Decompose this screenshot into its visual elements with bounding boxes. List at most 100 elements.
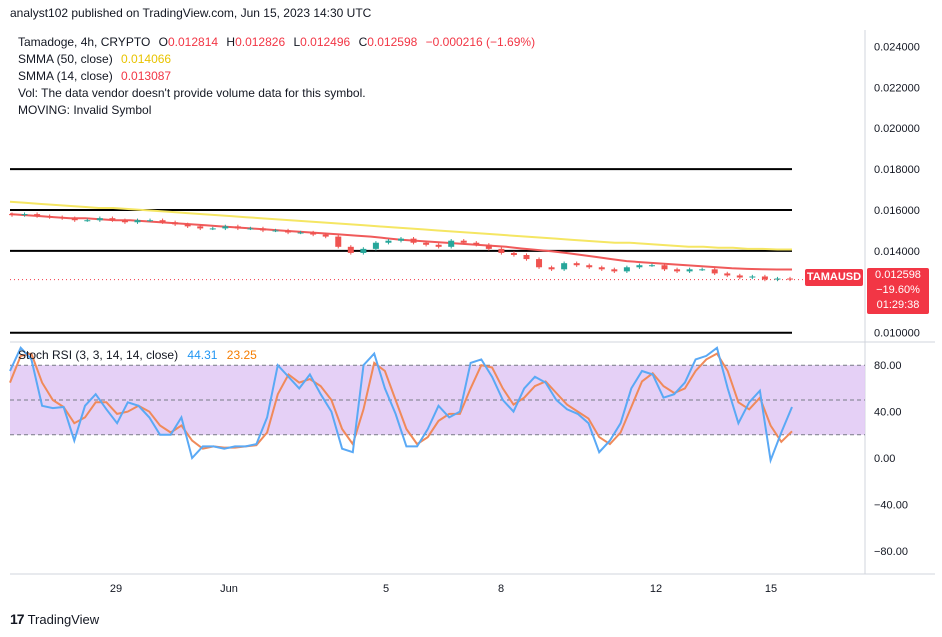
sma14-legend: SMMA (14, close) 0.013087	[18, 69, 171, 83]
high-value: 0.012826	[235, 35, 286, 49]
candle-body	[636, 265, 643, 268]
candle-body	[473, 242, 480, 245]
candle-body	[71, 218, 78, 221]
price-tick-label: 0.010000	[874, 328, 920, 340]
sma14-value: 0.013087	[121, 69, 172, 83]
symbol-name: Tamadoge, 4h, CRYPTO	[18, 35, 151, 49]
close-value: 0.012598	[367, 35, 418, 49]
candle-body	[159, 220, 166, 223]
price-tick-label: 0.014000	[874, 246, 920, 258]
candle-body	[234, 226, 241, 229]
candle-body	[347, 246, 354, 253]
change-percent: −19.60%	[876, 284, 920, 296]
candle-body	[548, 267, 555, 270]
moving-note: MOVING: Invalid Symbol	[18, 103, 152, 117]
stoch-rsi-legend: Stoch RSI (3, 3, 14, 14, close) 44.31 23…	[18, 348, 257, 362]
candle-body	[699, 269, 706, 271]
time-axis: 29 Jun 5 8 12 15	[110, 583, 777, 595]
bar-countdown: 01:29:38	[876, 299, 920, 311]
candle-body	[285, 230, 292, 233]
candle-body	[598, 267, 605, 270]
horizontal-levels	[10, 168, 865, 334]
price-tick-label: 0.016000	[874, 205, 920, 217]
sma50-value: 0.014066	[121, 52, 172, 66]
rsi-tick-label: 0.00	[874, 453, 895, 465]
candle-body	[59, 217, 66, 219]
sma50-legend: SMMA (50, close) 0.014066	[18, 52, 171, 66]
candle-body	[272, 230, 279, 232]
time-tick-label: 5	[383, 583, 389, 595]
stoch-rsi-panel	[9, 346, 865, 465]
candle-body	[448, 240, 455, 247]
rsi-axis: 80.00 40.00 0.00 −40.00 −80.00	[874, 360, 908, 558]
candle-body	[561, 263, 568, 270]
candle-body	[787, 278, 793, 280]
symbol-price-tag: TAMAUSD	[805, 269, 863, 286]
sma50-label: SMMA (50, close)	[18, 52, 113, 66]
low-value: 0.012496	[300, 35, 351, 49]
candle-body	[322, 234, 329, 237]
tradingview-brand: TradingView	[27, 611, 100, 627]
candle-body	[34, 214, 41, 217]
candle-body	[247, 228, 254, 230]
rsi-tick-label: 80.00	[874, 360, 902, 372]
high-label: H	[226, 35, 236, 49]
current-price: 0.012598	[875, 269, 921, 281]
candle-body	[109, 218, 116, 221]
open-value: 0.012814	[167, 35, 219, 49]
price-axis: 0.024000 0.022000 0.020000 0.018000 0.016000…	[874, 41, 920, 339]
stoch-rsi-label: Stoch RSI (3, 3, 14, 14, close)	[18, 348, 179, 362]
candle-body	[460, 240, 467, 243]
candle-body	[510, 252, 517, 255]
candle-body	[423, 242, 430, 245]
volume-note: Vol: The data vendor doesn't provide vol…	[18, 86, 366, 100]
candle-body	[674, 269, 681, 272]
tradingview-footer[interactable]: 17 TradingView	[10, 611, 99, 627]
candle-body	[209, 228, 216, 230]
candle-body	[134, 220, 141, 223]
candle-body	[259, 228, 266, 231]
change-value: −0.000216 (−1.69%)	[425, 35, 536, 49]
candle-body	[9, 214, 15, 216]
candle-body	[761, 276, 768, 280]
rsi-tick-label: −40.00	[874, 499, 908, 511]
candle-body	[360, 248, 367, 253]
time-tick-label: 8	[498, 583, 504, 595]
symbol-legend: Tamadoge, 4h, CRYPTO O0.012814 H0.012826…	[18, 35, 535, 49]
candles	[9, 212, 793, 282]
time-tick-label: 15	[765, 583, 777, 595]
candle-body	[172, 222, 179, 225]
candle-body	[536, 259, 543, 268]
candle-body	[297, 232, 304, 234]
sma14-label: SMMA (14, close)	[18, 69, 113, 83]
rsi-tick-label: −80.00	[874, 546, 908, 558]
candle-body	[197, 226, 204, 229]
candle-body	[96, 218, 103, 221]
price-tick-label: 0.018000	[874, 164, 920, 176]
price-tick-label: 0.022000	[874, 82, 920, 94]
close-label: C	[358, 35, 368, 49]
time-tick-label: Jun	[220, 583, 238, 595]
low-label: L	[293, 35, 301, 49]
candle-body	[736, 275, 743, 278]
candle-body	[398, 238, 404, 241]
candle-body	[435, 244, 442, 247]
stoch-d-value: 23.25	[226, 348, 257, 362]
candle-body	[661, 265, 668, 270]
candle-body	[310, 232, 317, 235]
published-header: analyst102 published on TradingView.com,…	[10, 6, 372, 20]
candle-body	[774, 278, 781, 280]
candle-body	[147, 220, 154, 222]
price-grid	[10, 30, 935, 575]
candle-body	[749, 276, 756, 278]
candle-body	[372, 242, 379, 249]
sma50-path	[9, 200, 792, 251]
candle-body	[724, 273, 731, 276]
candle-body	[586, 265, 593, 268]
candle-body	[121, 220, 128, 223]
candle-body	[648, 265, 655, 267]
price-tick-label: 0.024000	[874, 41, 920, 53]
candle-body	[46, 216, 53, 218]
price-box: 0.012598 −19.60% 01:29:38	[867, 268, 929, 314]
